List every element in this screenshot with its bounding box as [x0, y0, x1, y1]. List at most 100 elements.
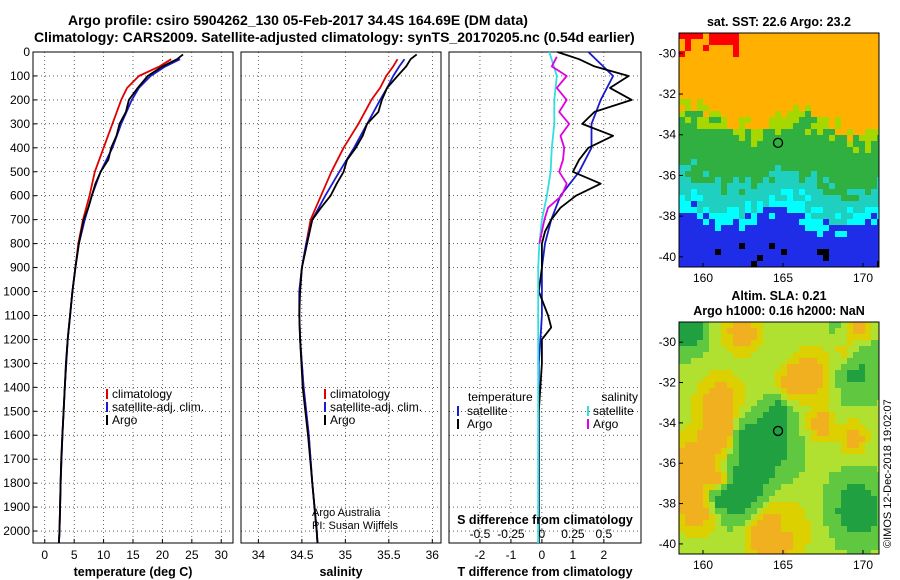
sla-cell [781, 430, 787, 436]
sst-cell [775, 231, 781, 237]
sst-cell [775, 93, 781, 99]
sst-cell [805, 69, 811, 75]
sst-cell [709, 153, 715, 159]
sst-cell [829, 147, 835, 153]
sla-cell [781, 406, 787, 412]
sla-cell [865, 328, 871, 334]
sla-cell [847, 412, 853, 418]
sla-cell [829, 442, 835, 448]
sst-cell [871, 87, 877, 93]
sla-cell [835, 346, 841, 352]
sla-cell [697, 520, 703, 526]
sst-cell [847, 195, 853, 201]
sla-cell [757, 370, 763, 376]
sst-cell [733, 219, 739, 225]
sla-cell [751, 520, 757, 526]
sla-cell [709, 454, 715, 460]
sla-cell [709, 442, 715, 448]
sst-cell [751, 45, 757, 51]
sla-cell [757, 466, 763, 472]
sla-cell [877, 424, 879, 430]
sla-cell [685, 412, 691, 418]
sla-cell [775, 364, 781, 370]
sla-cell [835, 430, 841, 436]
sst-cell [691, 63, 697, 69]
sst-cell [709, 39, 715, 45]
temperature-panel: 0100200300400500600700800900100011001200… [3, 45, 234, 579]
sst-cell [805, 87, 811, 93]
sst-cell [817, 219, 823, 225]
sst-cell [829, 135, 835, 141]
sst-cell [769, 243, 775, 249]
sla-cell [697, 550, 703, 554]
sla-cell [811, 526, 817, 532]
sla-cell [733, 436, 739, 442]
sla-cell [733, 364, 739, 370]
sst-cell [709, 87, 715, 93]
sla-cell [787, 406, 793, 412]
sst-cell [745, 159, 751, 165]
axes-frame [448, 51, 642, 544]
sla-cell [853, 364, 859, 370]
sla-cell [733, 400, 739, 406]
sla-cell [829, 340, 835, 346]
sst-cell [847, 75, 853, 81]
sla-cell [781, 508, 787, 514]
sla-cell [703, 322, 709, 328]
sla-cell [709, 358, 715, 364]
sla-cell [715, 394, 721, 400]
sla-cell [853, 472, 859, 478]
sla-cell [697, 328, 703, 334]
sst-cell [685, 99, 691, 105]
sst-cell [853, 261, 859, 267]
sst-cell [763, 87, 769, 93]
sla-cell [697, 496, 703, 502]
sst-cell [751, 111, 757, 117]
sla-cell [715, 382, 721, 388]
sla-cell [853, 454, 859, 460]
sla-cell [853, 490, 859, 496]
sla-cell [691, 430, 697, 436]
figure-title-line2: Climatology: CARS2009. Satellite-adjuste… [34, 29, 635, 45]
sla-cell [715, 526, 721, 532]
sst-cell [799, 99, 805, 105]
sst-cell [793, 189, 799, 195]
sla-cell [715, 430, 721, 436]
sla-cell [757, 400, 763, 406]
legend-label: Argo [467, 417, 493, 431]
sla-cell [727, 382, 733, 388]
sst-cell [805, 111, 811, 117]
sst-cell [823, 213, 829, 219]
sla-cell [691, 472, 697, 478]
sla-cell [841, 448, 847, 454]
sst-cell [739, 261, 745, 267]
sla-cell [691, 346, 697, 352]
sst-cell [733, 81, 739, 87]
sla-cell [829, 520, 835, 526]
sst-cell [727, 45, 733, 51]
sst-cell [829, 117, 835, 123]
sst-cell [835, 243, 841, 249]
sla-cell [691, 526, 697, 532]
sla-cell [727, 448, 733, 454]
sst-cell [721, 87, 727, 93]
sla-cell [829, 352, 835, 358]
sla-cell [775, 328, 781, 334]
x-tick-label: 15 [126, 548, 140, 562]
sst-cell [733, 213, 739, 219]
sst-cell [751, 189, 757, 195]
sla-cell [841, 418, 847, 424]
sst-cell [841, 195, 847, 201]
sst-cell [709, 33, 715, 39]
sla-cell [685, 424, 691, 430]
sst-cell [805, 75, 811, 81]
sst-cell [733, 51, 739, 57]
sla-cell [853, 478, 859, 484]
sla-cell [853, 532, 859, 538]
sst-cell [829, 159, 835, 165]
sst-cell [703, 219, 709, 225]
sst-cell [715, 195, 721, 201]
sla-cell [715, 502, 721, 508]
sla-cell [853, 538, 859, 544]
sst-cell [865, 123, 871, 129]
